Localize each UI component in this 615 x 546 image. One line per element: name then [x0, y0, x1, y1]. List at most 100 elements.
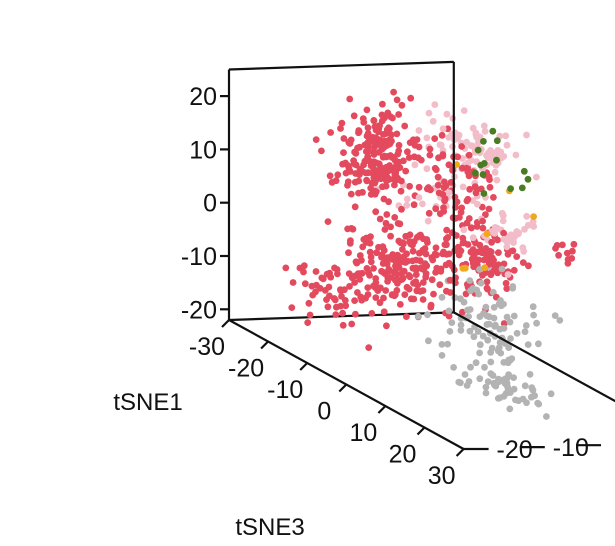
data-point — [535, 340, 542, 348]
data-point — [474, 248, 481, 256]
data-point — [346, 239, 354, 247]
data-point — [410, 279, 417, 287]
data-point — [370, 174, 378, 182]
data-point — [443, 110, 451, 118]
data-point — [367, 253, 375, 261]
data-point — [345, 249, 352, 257]
data-point — [406, 139, 414, 147]
data-point — [359, 188, 366, 196]
data-point — [499, 217, 507, 225]
data-point — [443, 241, 450, 249]
data-point — [493, 176, 501, 184]
x-tick-label: 10 — [349, 419, 377, 447]
data-point — [490, 304, 498, 311]
data-point — [476, 349, 483, 357]
data-point — [487, 349, 495, 356]
data-point — [428, 254, 436, 261]
data-point — [423, 134, 431, 142]
data-point — [466, 185, 474, 193]
data-point — [391, 214, 399, 221]
data-point — [460, 226, 468, 234]
data-point — [396, 301, 404, 308]
data-point — [530, 311, 537, 319]
data-point — [383, 322, 390, 330]
data-point — [495, 249, 502, 256]
data-point — [493, 156, 500, 164]
data-point — [288, 304, 296, 311]
data-point — [504, 251, 512, 258]
data-point — [509, 236, 517, 244]
x-axis-title: tSNE3 — [235, 514, 304, 541]
data-point — [370, 165, 377, 173]
data-point — [551, 312, 559, 319]
data-point — [385, 265, 393, 273]
data-point — [486, 183, 494, 191]
data-point — [487, 370, 495, 377]
data-point — [384, 278, 391, 285]
data-point — [327, 129, 334, 136]
data-point — [526, 371, 534, 378]
data-point — [533, 319, 540, 327]
data-point — [355, 128, 363, 136]
data-point — [487, 147, 494, 154]
data-point — [427, 186, 434, 194]
data-point — [471, 183, 479, 191]
data-point — [360, 236, 368, 243]
data-point — [382, 287, 390, 294]
data-point — [409, 257, 416, 265]
data-point — [305, 299, 313, 307]
data-point — [466, 306, 474, 313]
data-point — [438, 293, 446, 301]
data-point — [399, 246, 406, 253]
data-point — [487, 358, 495, 366]
data-point — [402, 232, 410, 240]
data-point — [568, 255, 576, 262]
data-point — [406, 238, 413, 245]
z-tick-label: -10 — [181, 243, 217, 271]
data-point — [398, 270, 405, 277]
data-point — [490, 314, 498, 322]
data-point — [453, 161, 460, 168]
data-point — [434, 181, 442, 189]
data-point — [368, 179, 376, 187]
data-point — [427, 303, 435, 311]
data-point — [383, 211, 391, 218]
data-point — [530, 213, 537, 221]
data-point — [395, 147, 403, 155]
data-point — [344, 162, 352, 170]
data-point — [368, 310, 376, 317]
data-point — [455, 378, 463, 386]
data-point — [432, 244, 440, 252]
data-point — [413, 287, 421, 295]
data-point — [422, 273, 430, 281]
data-point — [341, 286, 348, 294]
data-point — [518, 184, 526, 192]
data-point — [337, 125, 344, 132]
data-point — [393, 130, 401, 138]
data-point — [414, 312, 422, 320]
data-point — [359, 115, 367, 122]
data-point — [439, 190, 447, 198]
data-point — [432, 166, 440, 174]
x-tick — [416, 426, 426, 436]
data-point — [410, 201, 418, 209]
data-point — [510, 266, 518, 274]
data-point — [559, 241, 566, 249]
data-point — [352, 258, 360, 266]
data-point — [520, 248, 528, 255]
data-point — [381, 226, 389, 233]
data-point — [425, 337, 432, 345]
data-point — [393, 162, 400, 169]
data-point — [415, 194, 423, 201]
box-front-edges — [452, 61, 615, 403]
data-point — [443, 226, 451, 234]
data-point — [503, 313, 511, 321]
data-point — [543, 413, 550, 420]
data-point — [412, 264, 420, 272]
data-point — [387, 138, 395, 146]
data-point — [459, 265, 467, 272]
data-point — [348, 225, 355, 232]
data-point — [502, 132, 510, 140]
data-point — [383, 175, 391, 183]
data-point — [484, 378, 492, 386]
